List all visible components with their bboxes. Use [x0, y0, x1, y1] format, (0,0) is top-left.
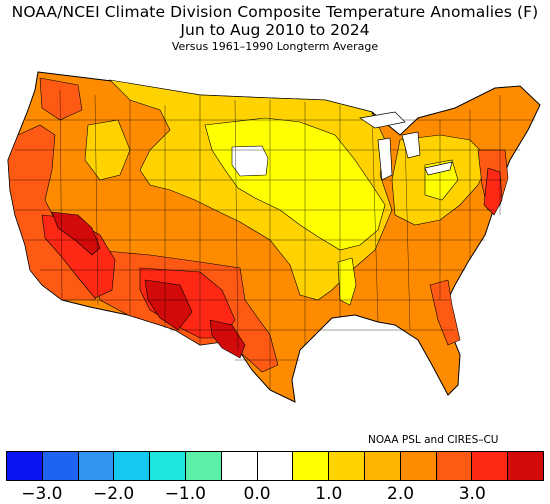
colorbar-cell: [113, 452, 150, 480]
colorbar-cell: [7, 452, 42, 480]
colorbar-cell: [507, 452, 543, 480]
colorbar-tick-label: −3.0: [21, 484, 63, 504]
colorbar-cell: [77, 452, 114, 480]
colorbar-cell: [220, 452, 257, 480]
colorbar-cell: [399, 452, 436, 480]
colorbar: [6, 451, 544, 481]
zone-0-0.5: [231, 145, 269, 177]
colorbar-cell: [256, 452, 293, 480]
data-credit: NOAA PSL and CIRES–CU: [368, 434, 499, 446]
colorbar-tick-label: 1.0: [315, 484, 343, 504]
great-lakes: [359, 111, 453, 181]
zone-gt-3.5-west-texas: [209, 319, 246, 359]
colorbar-tick-label: 3.0: [458, 484, 486, 504]
us-climate-division-map: [7, 71, 541, 403]
colorbar-cell: [292, 452, 329, 480]
zone-2.5-3.0-gulf: [429, 279, 461, 346]
colorbar-tick-label: −1.0: [164, 484, 206, 504]
colorbar-cell: [149, 452, 185, 480]
zone-gt-3.5-nevada: [51, 211, 101, 256]
map-title: NOAA/NCEI Climate Division Composite Tem…: [11, 3, 539, 21]
colorbar-tick-label: 2.0: [387, 484, 415, 504]
colorbar-tick-label: 0.0: [243, 484, 271, 504]
colorbar-cell: [184, 452, 221, 480]
map-subtitle-baseline: Versus 1961–1990 Longterm Average: [171, 40, 379, 53]
colorbar-cell: [363, 452, 400, 480]
colorbar-cell: [435, 452, 472, 480]
colorbar-cell: [41, 452, 78, 480]
colorbar-cell: [328, 452, 364, 480]
colorbar-cell: [471, 452, 508, 480]
division-boundaries: [10, 89, 535, 390]
map-subtitle-period: Jun to Aug 2010 to 2024: [180, 21, 370, 39]
colorbar-tick-label: −2.0: [92, 484, 135, 504]
zone-2.5-3.0-northwest: [39, 77, 83, 121]
